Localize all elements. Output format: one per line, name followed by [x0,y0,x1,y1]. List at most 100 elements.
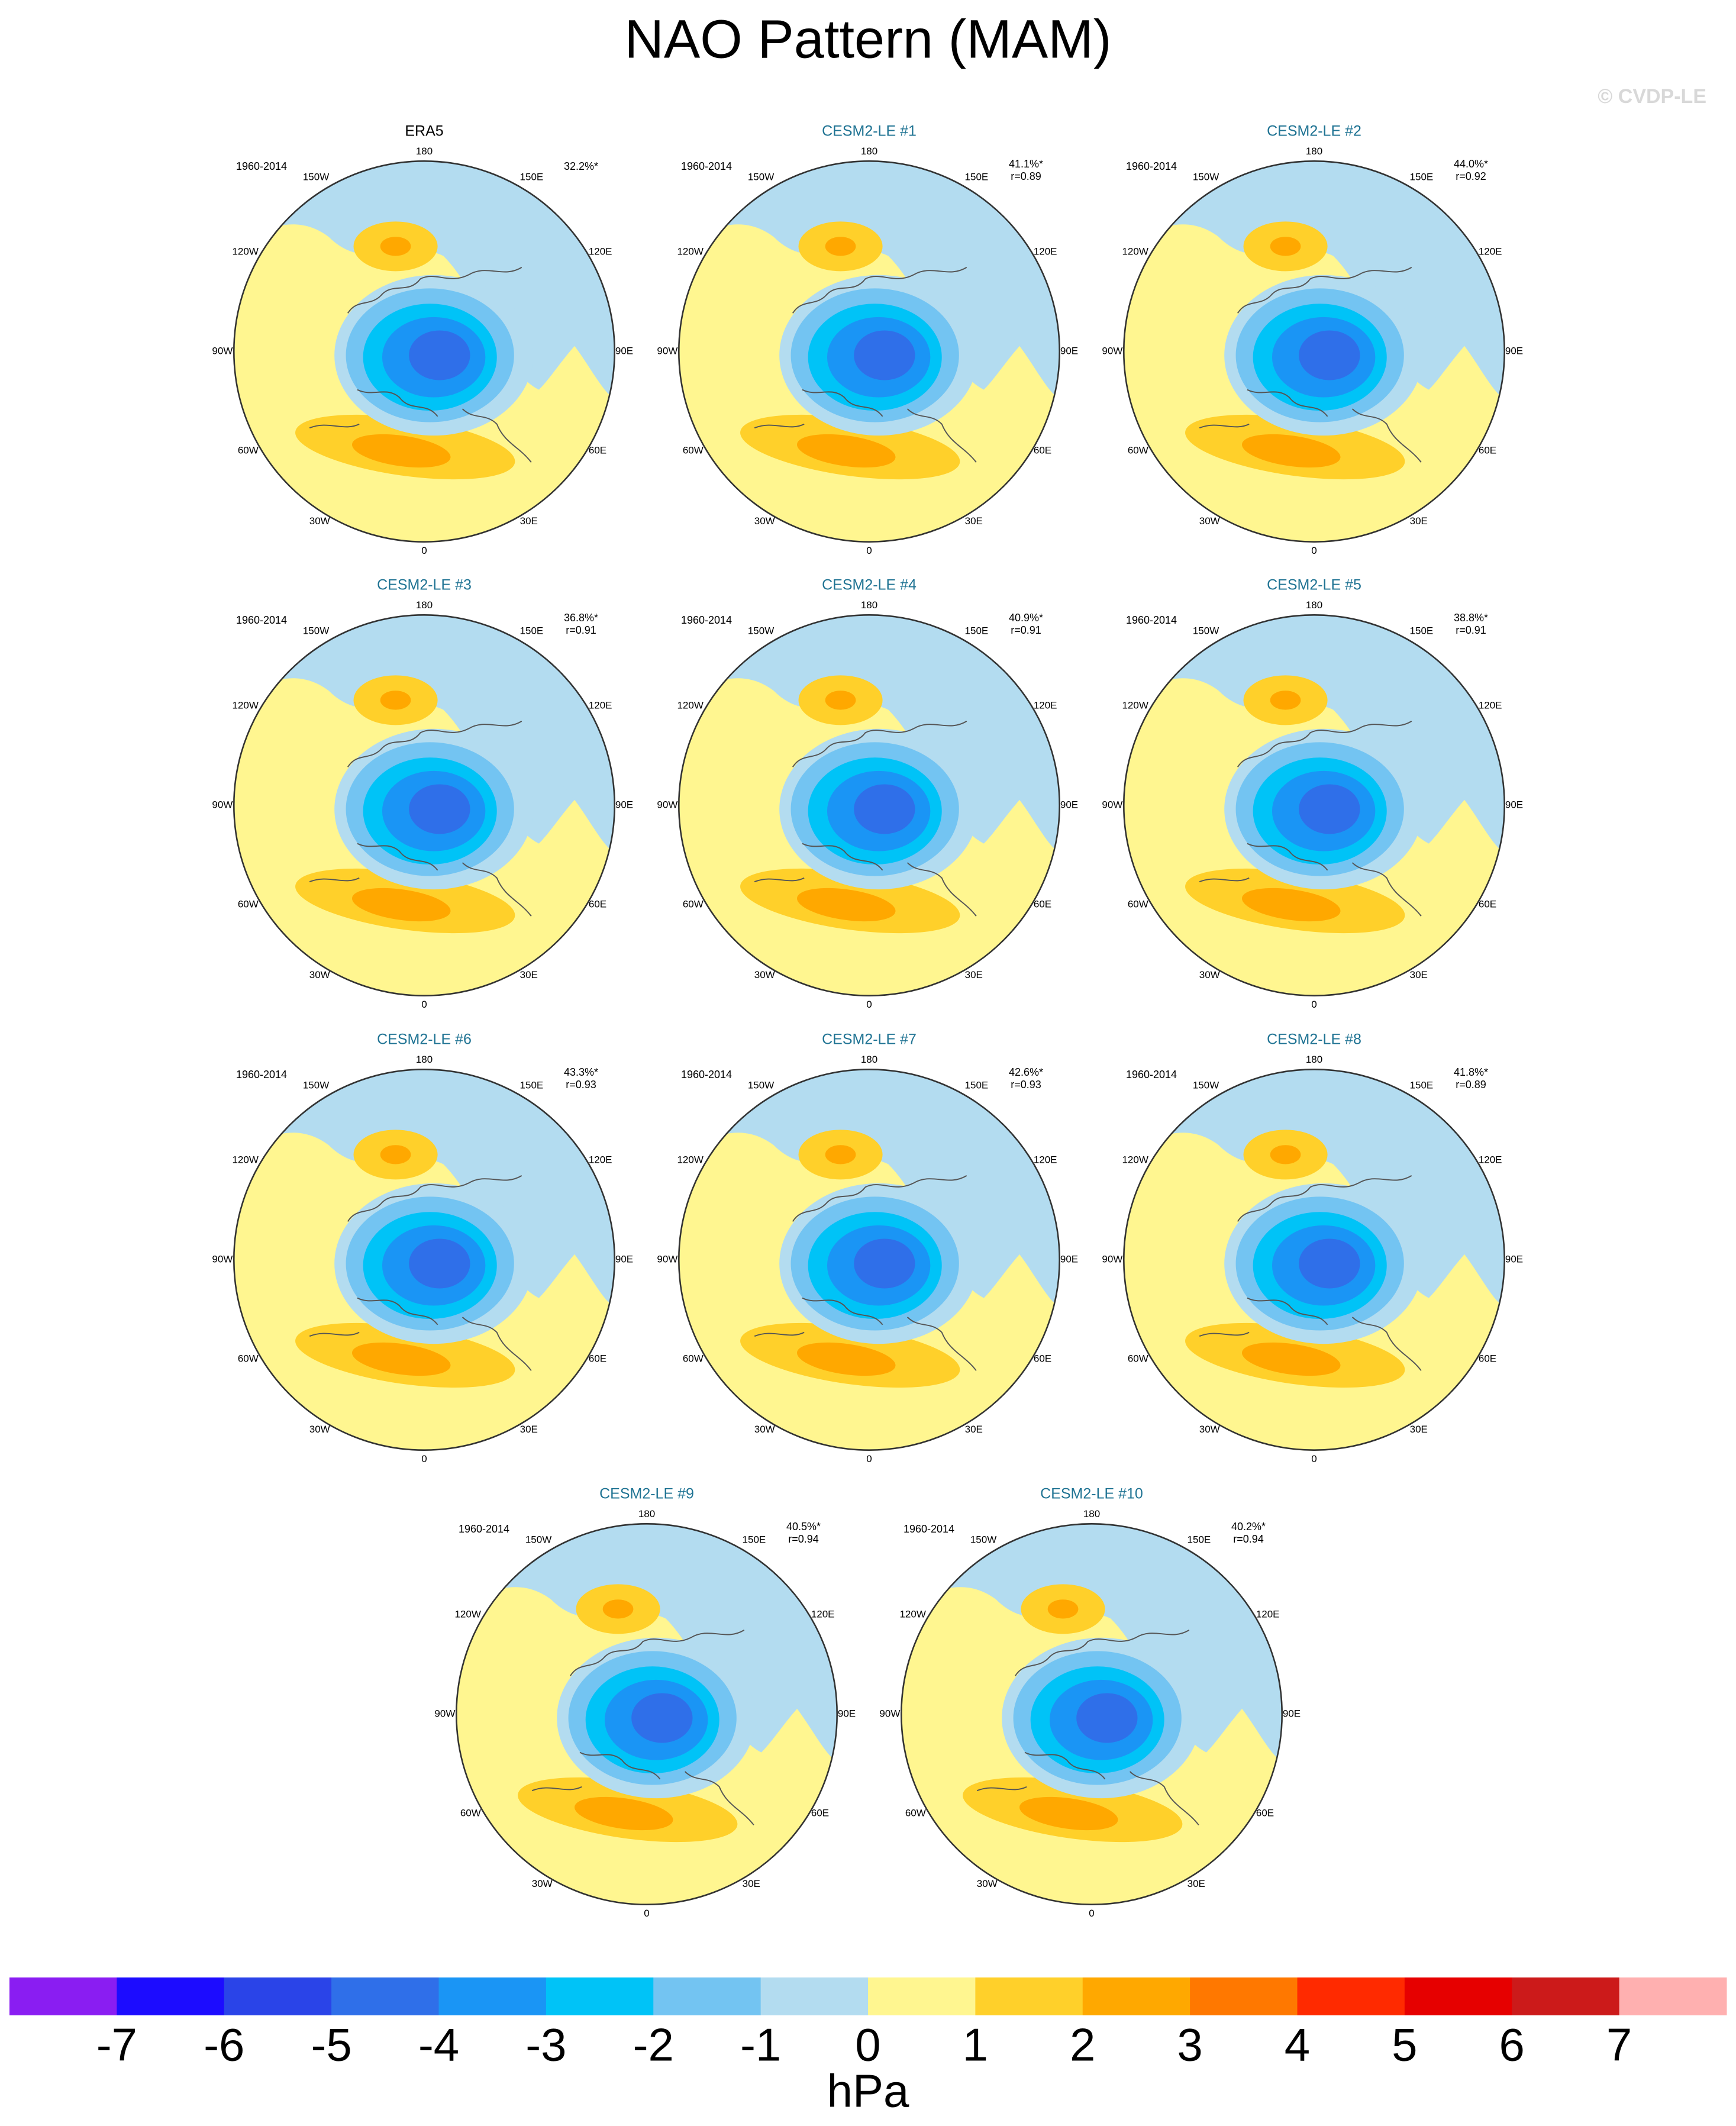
longitude-label: 150W [1193,172,1219,183]
period-label: 1960-2014 [236,614,287,626]
polar-map [678,614,1060,996]
panel-title: CESM2-LE #7 [822,1031,917,1048]
longitude-label: 30E [743,1878,760,1889]
period-label: 1960-2014 [681,614,732,626]
correlation-label: r=0.89 [1011,170,1041,182]
longitude-label: 120E [1034,1154,1057,1166]
longitude-label: 30W [309,969,330,980]
longitude-label: 30W [309,515,330,527]
longitude-label: 150E [743,1534,766,1546]
longitude-label: 180 [861,1054,877,1065]
period-label: 1960-2014 [1126,614,1177,626]
longitude-label: 90W [879,1708,900,1719]
longitude-label: 90E [1505,345,1523,356]
longitude-label: 30E [965,1424,983,1435]
colorbar-box [117,1977,225,2015]
panel-title: CESM2-LE #9 [599,1486,694,1502]
colorbar-box [975,1977,1083,2015]
figure-title: NAO Pattern (MAM) [624,9,1111,69]
longitude-label: 60E [1034,898,1051,909]
longitude-label: 30W [754,969,775,980]
polar-map [1123,1069,1505,1451]
longitude-label: 150W [303,1080,329,1091]
longitude-label: 0 [866,1453,872,1464]
longitude-label: 30W [1199,515,1220,527]
longitude-label: 30E [965,969,983,980]
period-label: 1960-2014 [1126,1069,1177,1080]
longitude-label: 120W [1122,1154,1148,1166]
longitude-label: 150E [965,1080,989,1091]
longitude-label: 120W [677,1154,703,1166]
longitude-label: 90W [434,1708,455,1719]
longitude-label: 120E [811,1609,835,1620]
period-label: 1960-2014 [236,1069,287,1080]
longitude-label: 60E [1256,1807,1274,1818]
map-panel: CESM2-LE #2 1960-2014 44.0%*r=0.92 180 150E 1… [1102,123,1523,556]
longitude-label: 120W [232,1154,258,1166]
colorbar-box [331,1977,439,2015]
colorbar-tick-label: 5 [1392,2019,1417,2071]
longitude-label: 150E [520,172,544,183]
longitude-label: 90E [838,1708,856,1719]
map-panel: CESM2-LE #1 1960-2014 41.1%*r=0.89 180 150E 1… [657,123,1078,556]
longitude-label: 120W [232,700,258,711]
variance-label: 32.2%* [564,160,598,172]
longitude-label: 60W [238,444,259,456]
longitude-label: 150W [748,172,774,183]
variance-label: 40.5%* [786,1521,821,1533]
longitude-label: 60E [1034,444,1051,456]
variance-label: 40.2%* [1231,1521,1266,1533]
colorbar-box [1619,1977,1727,2015]
panel-title: CESM2-LE #4 [822,577,917,593]
longitude-label: 180 [1083,1508,1100,1520]
longitude-label: 120E [589,700,612,711]
longitude-label: 60W [683,1353,704,1364]
longitude-label: 150W [1193,1080,1219,1091]
longitude-label: 60W [1128,898,1148,909]
longitude-label: 30W [754,1424,775,1435]
variance-label: 38.8%* [1454,612,1488,624]
map-panel: CESM2-LE #7 1960-2014 42.6%*r=0.93 180 150E 1… [657,1031,1078,1464]
colorbar-box [1082,1977,1190,2015]
longitude-label: 30W [532,1878,553,1889]
longitude-label: 60W [460,1807,481,1818]
longitude-label: 180 [638,1508,655,1520]
longitude-label: 120W [899,1609,925,1620]
colorbar-tick-label: 4 [1285,2019,1310,2071]
map-panel: CESM2-LE #8 1960-2014 41.8%*r=0.89 180 150E 1… [1102,1031,1523,1464]
longitude-label: 30E [1410,969,1428,980]
longitude-label: 60E [1479,444,1496,456]
longitude-label: 60W [683,444,704,456]
longitude-label: 90E [1505,1253,1523,1264]
correlation-label: r=0.92 [1456,170,1486,182]
correlation-label: r=0.91 [1456,624,1486,636]
panel-title: CESM2-LE #8 [1267,1031,1361,1048]
longitude-label: 150W [748,1080,774,1091]
longitude-label: 180 [1306,1054,1322,1065]
correlation-label: r=0.93 [566,1079,596,1091]
longitude-label: 150W [303,172,329,183]
longitude-label: 120E [1256,1609,1280,1620]
panel-title: CESM2-LE #1 [822,123,917,140]
longitude-label: 120E [1479,246,1502,257]
variance-label: 42.6%* [1009,1066,1043,1078]
colorbar-tick-label: -2 [633,2019,674,2071]
longitude-label: 150E [965,172,989,183]
longitude-label: 90W [657,1253,677,1264]
longitude-label: 0 [421,1453,427,1464]
longitude-label: 30W [754,515,775,527]
colorbar-box [1190,1977,1298,2015]
longitude-label: 30E [1188,1878,1205,1889]
longitude-label: 90W [212,345,233,356]
map-panel: CESM2-LE #4 1960-2014 40.9%*r=0.91 180 150E 1… [657,577,1078,1010]
colorbar-tick-label: 3 [1177,2019,1202,2071]
longitude-label: 180 [416,146,433,157]
longitude-label: 0 [866,545,872,556]
colorbar-tick-label: 6 [1499,2019,1525,2071]
colorbar-tick-label: -7 [96,2019,137,2071]
longitude-label: 60W [1128,1353,1148,1364]
colorbar-tick-label: 7 [1606,2019,1632,2071]
longitude-label: 90E [1060,345,1078,356]
colorbar-tick-label: -6 [204,2019,244,2071]
longitude-label: 60W [1128,444,1148,456]
